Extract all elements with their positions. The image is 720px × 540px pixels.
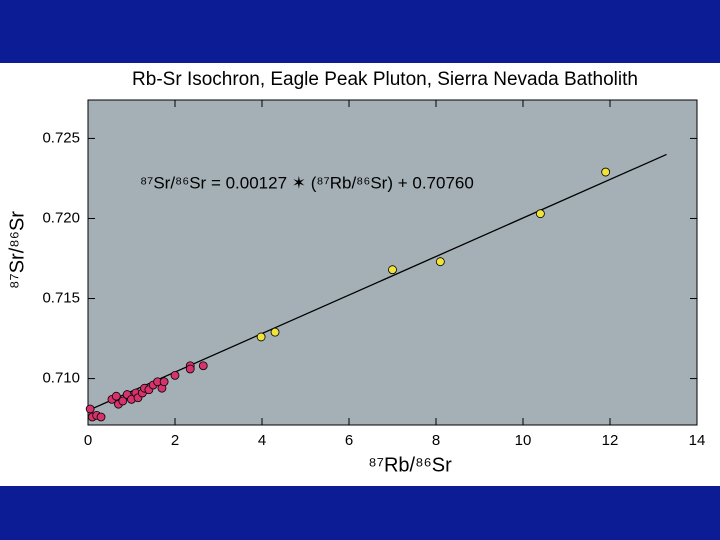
x-tick-label: 10 [515,432,532,449]
y-tick-label: 0.725 [42,129,80,146]
fit-line [87,153,667,412]
plot-area [87,99,698,426]
point [435,257,445,267]
x-tick-label: 8 [432,432,440,449]
x-tick-label: 14 [689,432,706,449]
x-tick-label: 4 [258,432,266,449]
annotation: ⁸⁷Sr/⁸⁶Sr = 0.00127 ✶ (⁸⁷Rb/⁸⁶Sr) + 0.70… [140,173,474,192]
point [159,377,169,387]
point [601,167,611,177]
point [118,396,128,406]
y-axis-label: ⁸⁷Sr/⁸⁶Sr [6,211,28,289]
y-tick-label: 0.710 [42,370,80,387]
point [85,404,95,414]
chart-title: Rb-Sr Isochron, Eagle Peak Pluton, Sierr… [132,69,638,90]
point [198,361,208,371]
x-tick-label: 6 [345,432,353,449]
x-tick-label: 2 [171,432,179,449]
point [170,370,180,380]
y-tick-label: 0.720 [42,209,80,226]
point [256,332,266,342]
point [111,391,121,401]
x-axis-label: ⁸⁷Rb/⁸⁶Sr [368,454,452,476]
point [270,327,280,337]
x-tick-label: 0 [84,432,92,449]
point [388,265,397,275]
x-tick-label: 12 [602,432,619,449]
top-band [0,0,720,63]
point [185,364,195,374]
y-tick-label: 0.715 [42,289,80,306]
bottom-band [0,486,720,540]
point [96,412,106,422]
point [536,209,545,219]
